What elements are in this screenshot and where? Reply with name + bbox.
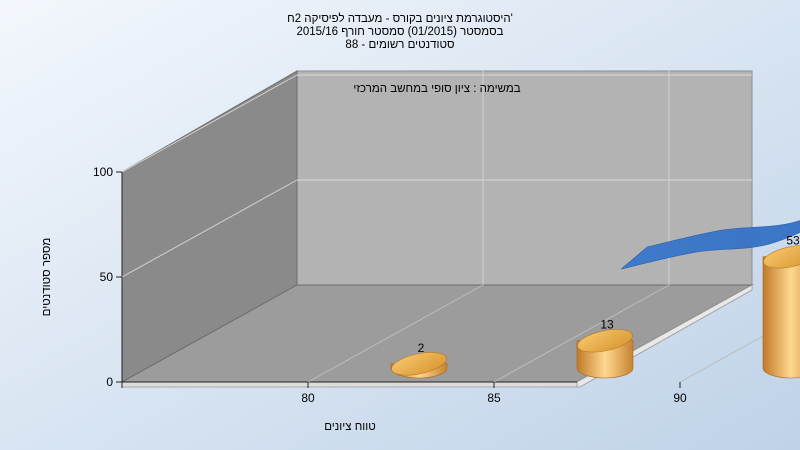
title-line-3: סטודנטים רשומים - 88 (345, 39, 454, 51)
histogram-bar: 13 (576, 318, 634, 379)
bars-layer: 2135318 (390, 234, 800, 379)
y-axis-label: מספר סטודנטים (41, 238, 53, 317)
gridlines (121, 71, 800, 383)
axis-ticks: 05010080859095 (93, 165, 687, 405)
distribution-curve (621, 220, 800, 270)
y-tick-label: 0 (106, 375, 113, 389)
x-tick-label: 90 (673, 391, 687, 405)
y-tick-label: 100 (93, 165, 113, 179)
x-gridline-floor (493, 284, 670, 383)
x-axis-label: טווח ציונים (324, 421, 376, 433)
bar-value-label: 2 (418, 341, 425, 355)
chart-subtitle: במשימה : ציון סופי במחשב המרכזי (353, 83, 520, 95)
y-gridline-side (121, 74, 298, 173)
histogram-bar: 2 (390, 341, 448, 379)
x-gridline-floor (307, 284, 484, 383)
bar-cap (391, 352, 447, 376)
y-gridline-side (121, 179, 298, 278)
curve-layer (621, 220, 800, 270)
bar-value-label: 53 (786, 234, 800, 248)
chart-title: היסטוגרמת ציונים בקורס - מעבדה לפיסיקה 2… (287, 12, 513, 51)
title-line-1: היסטוגרמת ציונים בקורס - מעבדה לפיסיקה 2… (287, 12, 513, 25)
bar-cap (577, 329, 633, 353)
histogram-bar: 53 (762, 234, 800, 379)
y-tick-label: 50 (100, 270, 114, 284)
x-tick-label: 85 (487, 391, 501, 405)
plot-walls (120, 70, 754, 388)
bar-cap (763, 245, 800, 269)
x-tick-label: 80 (301, 391, 315, 405)
title-line-2: בסמסטר (01/2015) סמסטר חורף 2015/16 (296, 26, 503, 38)
floor-front-edge (121, 381, 578, 388)
bar-value-label: 13 (600, 318, 614, 332)
bar-body (762, 256, 800, 379)
